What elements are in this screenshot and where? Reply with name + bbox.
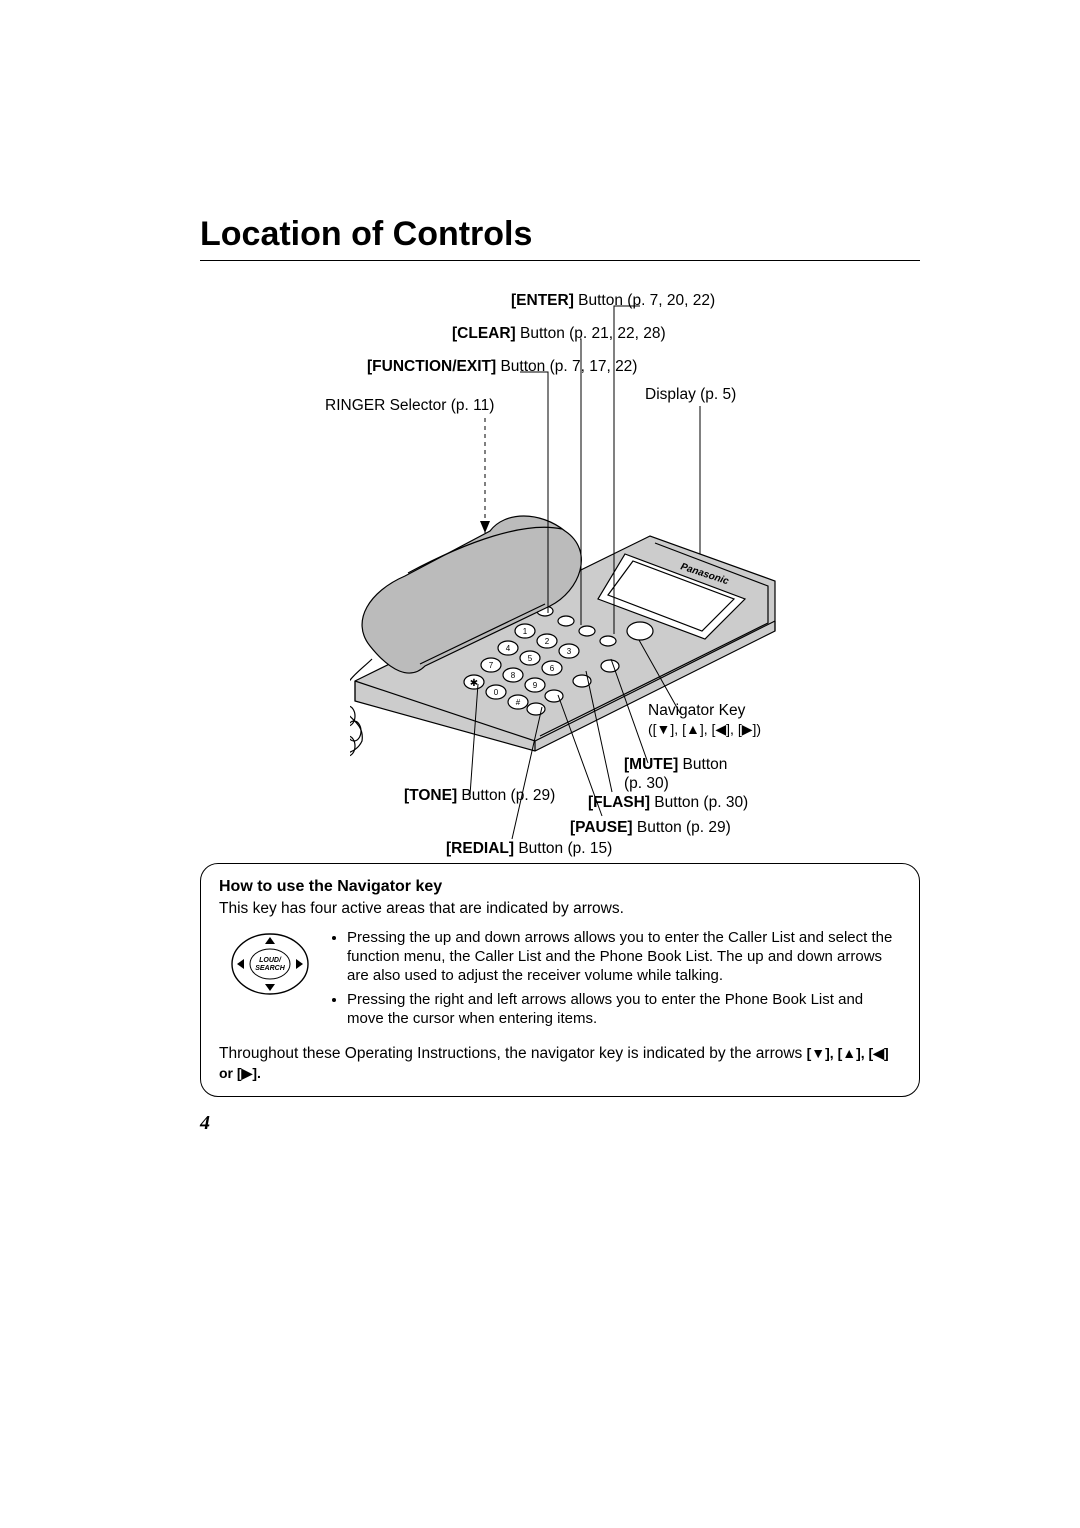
callout-pause: [PAUSE] Button (p. 29) [570, 818, 731, 837]
svg-text:SEARCH: SEARCH [255, 965, 286, 972]
nav-box-title: How to use the Navigator key [219, 878, 901, 896]
nav-bullets: Pressing the up and down arrows allows y… [331, 928, 901, 1032]
controls-diagram: Panasonic 1 2 3 4 5 6 7 8 9 ✱ [200, 261, 920, 851]
page-title: Location of Controls [200, 215, 920, 254]
leader-lines [200, 261, 920, 851]
callout-clear: [CLEAR] Button (p. 21, 22, 28) [452, 324, 666, 343]
callout-navigator: Navigator Key ([▼], [▲], [◀], [▶]) [648, 701, 761, 740]
nav-box-footer: Throughout these Operating Instructions,… [219, 1044, 901, 1084]
callout-enter: [ENTER] Button (p. 7, 20, 22) [511, 291, 715, 310]
nav-box-intro: This key has four active areas that are … [219, 900, 901, 918]
page-number: 4 [200, 1112, 210, 1135]
callout-mute: [MUTE] Button (p. 30) [624, 755, 727, 794]
nav-bullet-1: Pressing the up and down arrows allows y… [347, 928, 901, 986]
callout-flash: [FLASH] Button (p. 30) [588, 793, 748, 812]
callout-function: [FUNCTION/EXIT] Button (p. 7, 17, 22) [367, 357, 637, 376]
navigator-key-diagram: LOUD/ SEARCH [227, 928, 317, 1005]
callout-redial: [REDIAL] Button (p. 15) [446, 839, 612, 858]
callout-ringer: RINGER Selector (p. 11) [325, 396, 494, 415]
nav-bullet-2: Pressing the right and left arrows allow… [347, 990, 901, 1028]
navigator-instructions-box: How to use the Navigator key This key ha… [200, 863, 920, 1097]
callout-display: Display (p. 5) [645, 385, 736, 404]
svg-text:LOUD/: LOUD/ [259, 957, 282, 964]
callout-tone: [TONE] Button (p. 29) [404, 786, 555, 805]
